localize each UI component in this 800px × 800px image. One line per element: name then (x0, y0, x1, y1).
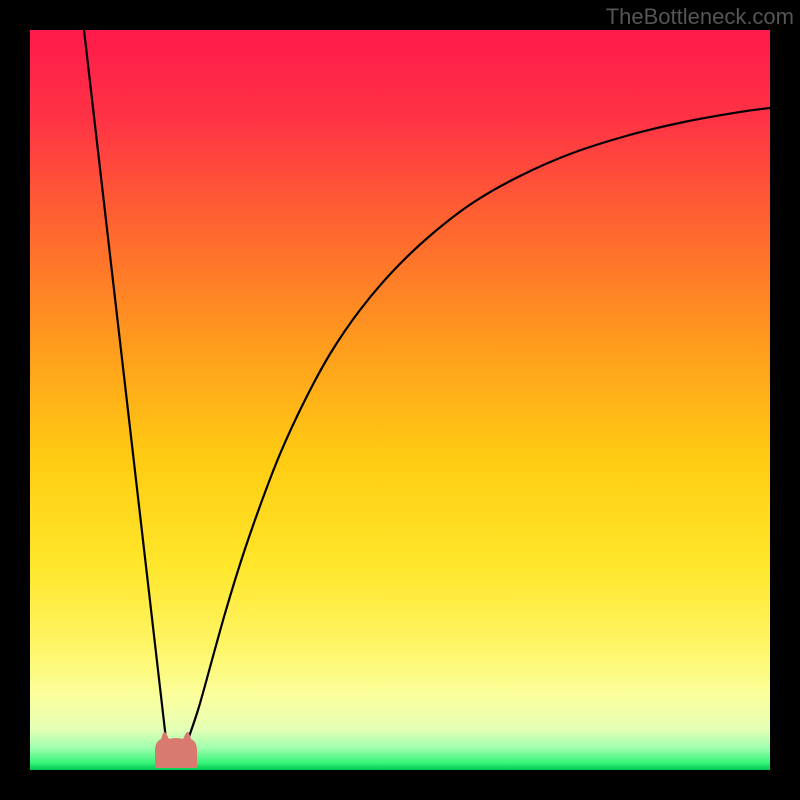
plot-area (30, 30, 770, 770)
bottleneck-chart (0, 0, 800, 800)
watermark-label: TheBottleneck.com (606, 4, 794, 30)
figure-root: TheBottleneck.com (0, 0, 800, 800)
